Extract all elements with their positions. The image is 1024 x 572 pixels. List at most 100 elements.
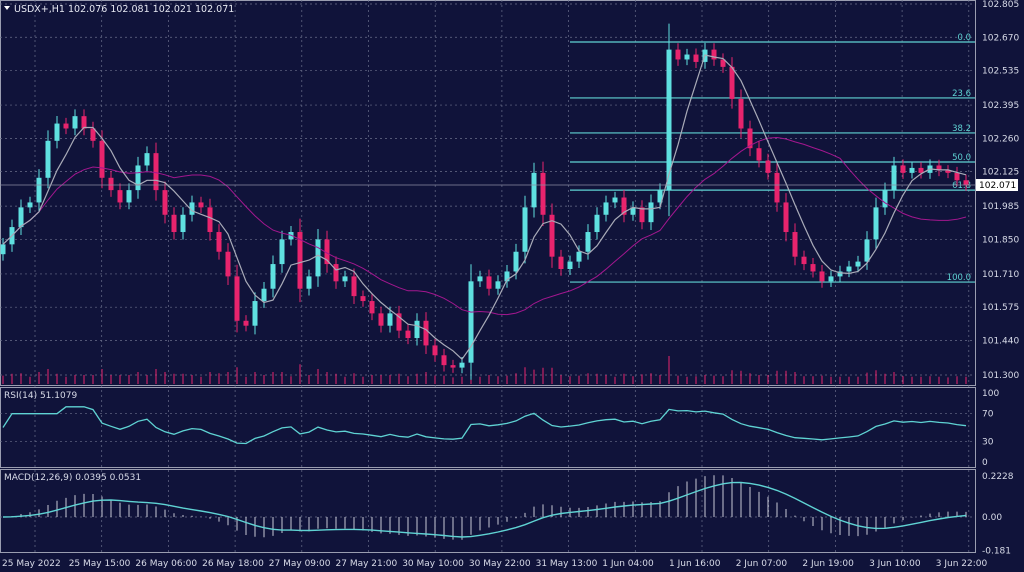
price-tick-label: 102.260	[982, 134, 1019, 144]
candle-body	[909, 167, 915, 173]
candle-body	[774, 172, 780, 203]
candle-body	[378, 313, 384, 326]
candle-body	[369, 301, 375, 314]
fib-level-label: 0.0	[957, 33, 971, 43]
candle-body	[603, 202, 609, 215]
time-tick-label: 3 Jun 22:00	[936, 559, 988, 569]
candle-body	[846, 266, 852, 272]
candle-body	[315, 239, 321, 277]
candle-body	[414, 320, 420, 339]
candle-body	[162, 190, 168, 215]
candle-body	[54, 123, 60, 141]
candle-body	[63, 123, 69, 129]
price-tick-label: 101.300	[982, 371, 1019, 381]
panel-border	[0, 387, 976, 468]
candle-body	[243, 320, 249, 326]
rsi-tick-label: 100	[982, 389, 999, 399]
time-tick-label: 27 May 21:00	[336, 559, 398, 569]
fib-level-label: 23.6	[952, 89, 971, 99]
candle-body	[306, 276, 312, 289]
current-price-label: 102.071	[979, 181, 1016, 191]
candle-body	[360, 296, 366, 302]
rsi-panel: 100 70 30 0	[0, 389, 999, 468]
candle-body	[432, 345, 438, 356]
time-tick-label: 25 May 15:00	[69, 559, 131, 569]
candle-body	[90, 128, 96, 141]
price-tick-label: 101.575	[982, 303, 1019, 313]
fibonacci-retracement[interactable]: 0.0 23.6 38.2 50.0 61.8 100.0	[570, 33, 975, 283]
candle-body	[963, 180, 969, 186]
candle-body	[756, 148, 762, 161]
candle-body	[729, 66, 735, 99]
candle-body	[324, 239, 330, 265]
rsi-tick-label: 30	[982, 437, 994, 447]
candle-body	[747, 128, 753, 149]
candle-body	[135, 165, 141, 191]
candle-body	[333, 264, 339, 282]
candle-body	[900, 165, 906, 173]
rsi-title: RSI(14) 51.1079	[4, 391, 77, 401]
fib-level-label: 50.0	[952, 153, 971, 163]
candle-body	[819, 271, 825, 282]
fib-level-label: 100.0	[947, 273, 971, 283]
candle-body	[801, 256, 807, 265]
high-price: 102.081	[110, 4, 149, 15]
svg-text:USDX+,H1 102.076 102.081 102.0: USDX+,H1 102.076 102.081 102.021 102.071	[14, 4, 234, 15]
candle-body	[657, 190, 663, 203]
candle-body	[180, 214, 186, 233]
candle-body	[513, 251, 519, 272]
panel-border	[0, 0, 976, 386]
rsi-line	[2, 406, 967, 445]
time-tick-label: 30 May 10:00	[402, 559, 464, 569]
candle-body	[540, 172, 546, 215]
candle-body	[945, 170, 951, 173]
time-tick-label: 26 May 06:00	[135, 559, 197, 569]
candle-body	[711, 49, 717, 60]
candle-body	[207, 207, 213, 233]
candle-body	[666, 49, 672, 191]
candle-body	[18, 207, 24, 228]
candle-body	[252, 301, 258, 326]
candle-body	[396, 313, 402, 331]
low-price: 102.021	[153, 4, 192, 15]
time-tick-label: 3 Jun 10:00	[869, 559, 921, 569]
candle-body	[216, 232, 222, 252]
candle-body	[189, 202, 195, 215]
candle-body	[486, 276, 492, 289]
candle-body	[918, 167, 924, 173]
time-tick-label: 27 May 09:00	[269, 559, 331, 569]
macd-panel: 0.2228 0.00 -0.181	[0, 472, 1014, 556]
candle-body	[531, 172, 537, 208]
current-price-badge	[976, 179, 1018, 191]
candle-body	[936, 165, 942, 171]
candle-body	[405, 330, 411, 339]
candle-body	[810, 264, 816, 272]
rsi-tick-label: 0	[982, 458, 988, 468]
candle-body	[639, 207, 645, 223]
candle-body	[387, 313, 393, 326]
candle-body	[45, 140, 51, 178]
candle-body	[891, 165, 897, 191]
candle-body	[270, 264, 276, 289]
price-tick-label: 101.985	[982, 202, 1019, 212]
dropdown-triangle-icon[interactable]	[4, 6, 10, 10]
candle-body	[585, 232, 591, 252]
candle-body	[630, 207, 636, 215]
candle-body	[954, 172, 960, 181]
fib-level-label: 38.2	[952, 124, 971, 134]
price-tick-label: 101.710	[982, 270, 1019, 280]
macd-tick-label: 0.2228	[982, 472, 1014, 482]
candle-body	[720, 59, 726, 67]
price-tick-label: 102.125	[982, 168, 1019, 178]
candle-body	[441, 355, 447, 366]
close-price: 102.071	[195, 4, 234, 15]
candle-body	[765, 160, 771, 173]
time-tick-label: 30 May 22:00	[469, 559, 531, 569]
candle-body	[27, 202, 33, 208]
candle-body	[792, 232, 798, 257]
candle-body	[504, 271, 510, 282]
candle-body	[855, 261, 861, 267]
time-tick-label: 26 May 18:00	[202, 559, 264, 569]
